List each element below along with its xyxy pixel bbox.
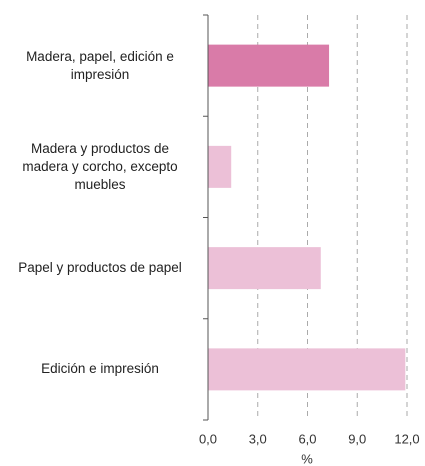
- y-tick-label: Madera y productos de madera y corcho, e…: [22, 140, 178, 192]
- bar: [208, 247, 321, 290]
- x-tick-label: 3,0: [249, 431, 267, 446]
- y-tick-label: Edición e impresión: [41, 361, 159, 377]
- bar: [208, 44, 330, 87]
- x-tick-label: 0,0: [199, 431, 217, 446]
- y-tick-label: Papel y productos de papel: [18, 260, 182, 276]
- bar: [208, 348, 406, 391]
- bar: [208, 145, 232, 188]
- x-tick-label: 9,0: [348, 431, 366, 446]
- y-tick-label: Madera, papel, edición e impresión: [26, 48, 174, 82]
- x-axis-label: %: [301, 451, 313, 466]
- x-tick-label: 6,0: [298, 431, 316, 446]
- x-tick-label: 12,0: [394, 431, 419, 446]
